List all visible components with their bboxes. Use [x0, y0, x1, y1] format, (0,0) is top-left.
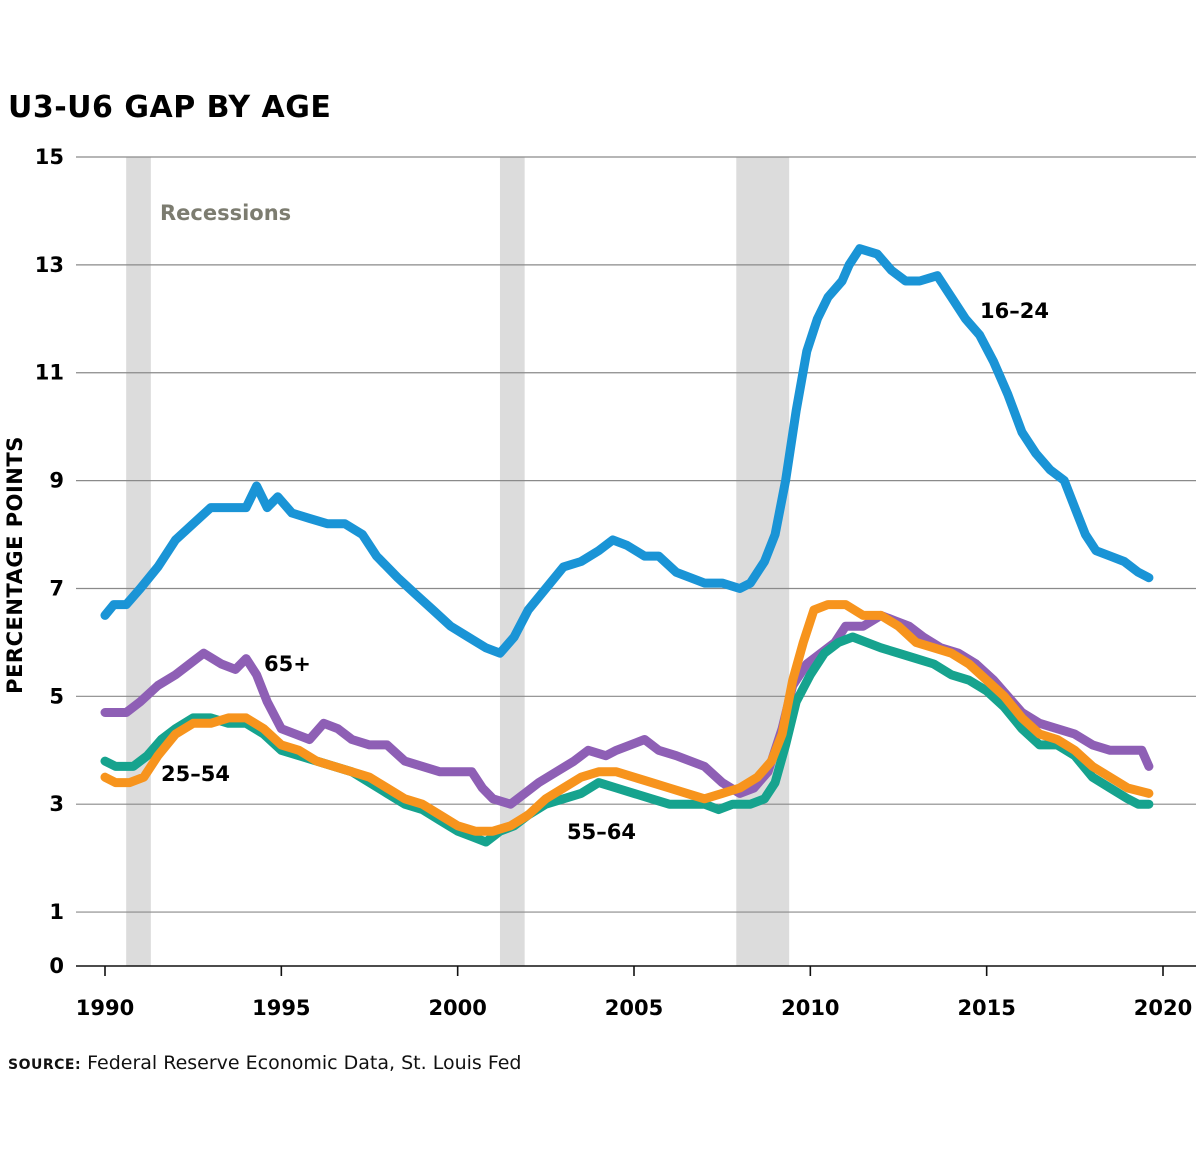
axes: [76, 965, 1196, 976]
series-label-25-54: 25–54: [161, 762, 230, 786]
recession-band-2: [499, 157, 525, 966]
x-tick-label-1990: 1990: [76, 996, 134, 1020]
y-tick-label-1: 1: [49, 900, 64, 924]
x-tick-label-1995: 1995: [252, 996, 310, 1020]
source-note: SOURCE: Federal Reserve Economic Data, S…: [8, 1052, 521, 1074]
x-tick-labels: 1990 1995 2000 2005 2010 2015 2020: [76, 996, 1192, 1020]
recession-label: Recessions: [160, 201, 291, 225]
series-label-65-plus: 65+: [264, 652, 311, 676]
y-tick-label-0: 0: [49, 954, 64, 978]
source-key: SOURCE:: [8, 1057, 82, 1073]
gridlines: [76, 156, 1196, 913]
x-tick-label-2015: 2015: [957, 996, 1015, 1020]
x-tick-label-2020: 2020: [1134, 996, 1192, 1020]
series-line-55-64: [100, 632, 1154, 847]
x-tick-label-2010: 2010: [781, 996, 839, 1020]
y-tick-label-15: 15: [35, 145, 64, 169]
x-tick-label-2005: 2005: [605, 996, 663, 1020]
series-labels: 16–24 65+ 25–54 55–64: [161, 299, 1049, 844]
y-tick-label-13: 13: [35, 253, 64, 277]
series-lines: [100, 244, 1154, 847]
y-tick-label-9: 9: [49, 469, 64, 493]
y-tick-label-3: 3: [49, 792, 64, 816]
series-label-55-64: 55–64: [567, 820, 636, 844]
series-line-25-54: [100, 600, 1154, 836]
y-axis-label: PERCENTAGE POINTS: [3, 436, 27, 694]
series-label-16-24: 16–24: [980, 299, 1049, 323]
series-line-16-24: [100, 244, 1154, 658]
y-tick-label-11: 11: [35, 361, 64, 385]
chart-title: U3-U6 GAP BY AGE: [8, 90, 331, 125]
y-tick-label-7: 7: [49, 576, 64, 600]
recession-bands: [126, 157, 790, 966]
y-tick-label-5: 5: [49, 684, 64, 708]
recession-band-1: [126, 157, 151, 966]
source-text: Federal Reserve Economic Data, St. Louis…: [87, 1052, 522, 1074]
x-tick-label-2000: 2000: [428, 996, 486, 1020]
